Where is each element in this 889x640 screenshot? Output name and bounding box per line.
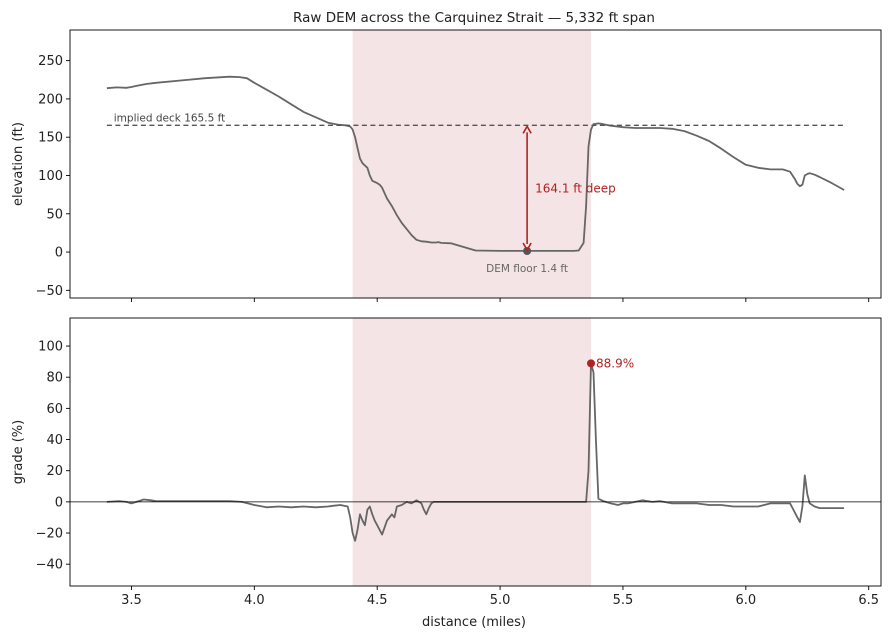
elevation-ytick-label: 50	[46, 207, 63, 222]
max-grade-point	[587, 359, 596, 368]
implied-deck-label: implied deck 165.5 ft	[114, 112, 225, 124]
dem-floor-label: DEM floor 1.4 ft	[486, 263, 568, 275]
max-grade-label: 88.9%	[596, 356, 634, 370]
grade-ytick-label: 40	[46, 433, 63, 448]
grade-xtick-label: 5.5	[613, 593, 634, 608]
grade-ylabel: grade (%)	[11, 420, 26, 484]
grade-ytick-label: 100	[38, 340, 63, 355]
grade-panel: 88.9% −40 −20 0 20 40 60 80 100 3.5 4.0 4.5 5.0 5.5…	[11, 317, 882, 630]
distance-xlabel: distance (miles)	[422, 615, 526, 630]
grade-xtick-label: 5.0	[490, 593, 511, 608]
chart-title: Raw DEM across the Carquinez Strait — 5,…	[293, 10, 655, 26]
grade-xtick-label: 6.0	[735, 593, 756, 608]
grade-xtick-label: 6.5	[858, 593, 879, 608]
grade-ytick-label: −20	[36, 527, 63, 542]
elevation-ylabel: elevation (ft)	[11, 122, 26, 206]
grade-axes-frame	[69, 317, 882, 587]
grade-xtick-label: 3.5	[121, 593, 142, 608]
grade-ytick-label: 60	[46, 402, 63, 417]
elevation-ytick-label: 250	[38, 54, 63, 69]
depth-label: 164.1 ft deep	[535, 182, 616, 196]
grade-ytick-label: −40	[36, 558, 63, 573]
elevation-ytick-label: −50	[36, 284, 63, 299]
depth-arrow-head-top	[522, 124, 532, 134]
grade-ytick-label: 20	[46, 464, 63, 479]
elevation-span-shade	[352, 30, 592, 298]
depth-arrow-head-bottom	[522, 242, 532, 252]
elevation-profile-line	[106, 75, 845, 252]
elevation-ytick-label: 100	[38, 169, 63, 184]
grade-ytick-label: 0	[55, 495, 63, 510]
elevation-ytick-label: 150	[38, 131, 63, 146]
elevation-panel: implied deck 165.5 ft DEM floor 1.4 ft 164…	[11, 10, 882, 302]
grade-ytick-label: 80	[46, 371, 63, 386]
grade-xtick-label: 4.5	[367, 593, 388, 608]
elevation-ytick-label: 0	[55, 246, 63, 261]
elevation-ytick-label: 200	[38, 92, 63, 107]
elevation-axes-frame	[69, 29, 882, 299]
grade-xtick-label: 4.0	[244, 593, 265, 608]
grade-span-shade	[352, 318, 592, 586]
